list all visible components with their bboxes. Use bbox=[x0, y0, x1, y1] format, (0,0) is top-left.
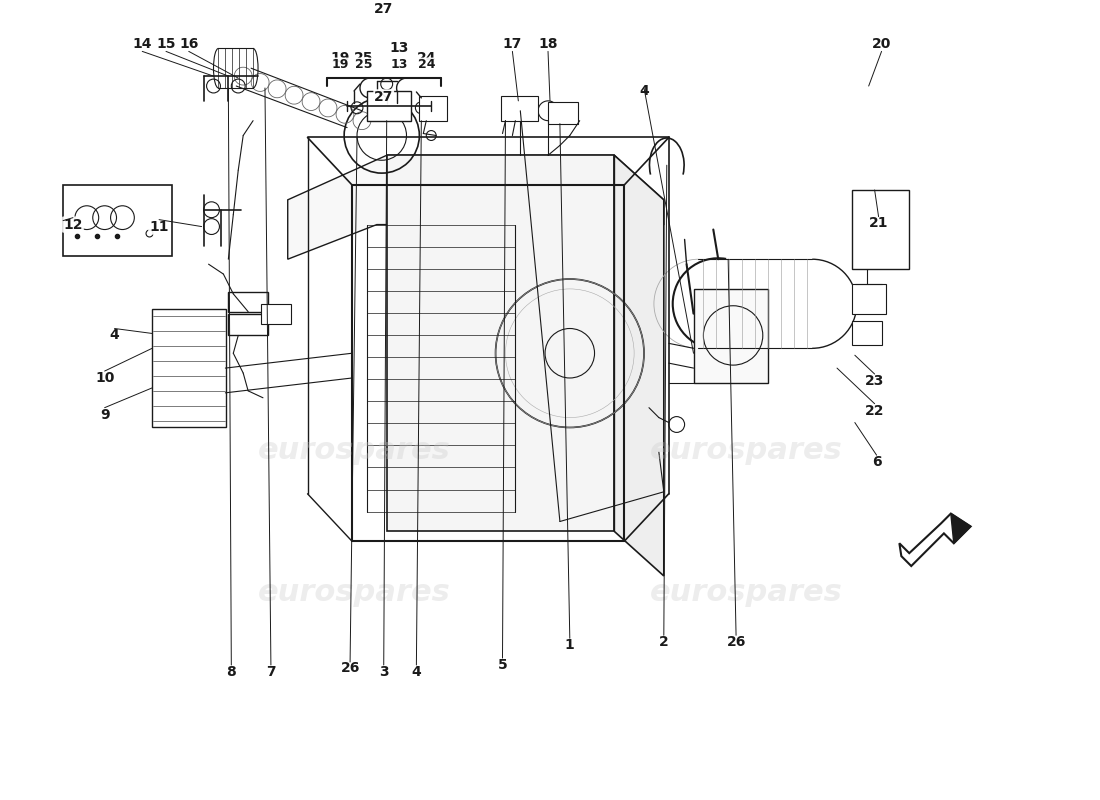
Text: 11: 11 bbox=[150, 219, 168, 234]
Text: 4: 4 bbox=[639, 84, 649, 98]
Text: 5: 5 bbox=[497, 658, 507, 672]
Text: 23: 23 bbox=[865, 374, 884, 388]
Bar bbox=[548, 102, 578, 124]
Polygon shape bbox=[614, 155, 663, 576]
Bar bbox=[500, 96, 538, 121]
Bar bbox=[229, 292, 268, 312]
Text: 13: 13 bbox=[390, 58, 408, 71]
Text: 4: 4 bbox=[110, 329, 120, 342]
Polygon shape bbox=[900, 514, 970, 566]
Text: 6: 6 bbox=[872, 455, 881, 469]
Polygon shape bbox=[950, 514, 970, 543]
Text: 10: 10 bbox=[95, 371, 114, 385]
Bar bbox=[152, 309, 227, 427]
Text: 25: 25 bbox=[354, 51, 374, 66]
Text: 17: 17 bbox=[503, 38, 522, 51]
Bar bbox=[229, 314, 268, 335]
Bar bbox=[261, 304, 290, 323]
Text: 22: 22 bbox=[865, 404, 884, 418]
Text: eurospares: eurospares bbox=[257, 436, 450, 465]
Text: 27: 27 bbox=[374, 90, 394, 104]
Polygon shape bbox=[387, 155, 614, 531]
Text: 13: 13 bbox=[389, 42, 409, 55]
Text: 19: 19 bbox=[331, 58, 349, 71]
Bar bbox=[63, 185, 172, 256]
Text: eurospares: eurospares bbox=[650, 436, 843, 465]
Bar bbox=[851, 321, 881, 346]
Bar bbox=[419, 96, 447, 121]
Bar bbox=[851, 190, 910, 269]
Bar bbox=[367, 91, 411, 121]
Text: 9: 9 bbox=[100, 408, 109, 422]
Text: 16: 16 bbox=[179, 38, 198, 51]
Text: 14: 14 bbox=[132, 38, 152, 51]
Text: eurospares: eurospares bbox=[650, 578, 843, 607]
Text: 27: 27 bbox=[374, 2, 394, 16]
Text: 19: 19 bbox=[330, 51, 350, 66]
Text: 12: 12 bbox=[63, 218, 82, 231]
Text: 26: 26 bbox=[340, 661, 360, 675]
Text: eurospares: eurospares bbox=[257, 578, 450, 607]
Text: 20: 20 bbox=[872, 38, 891, 51]
Text: 3: 3 bbox=[378, 665, 388, 679]
Polygon shape bbox=[288, 155, 663, 259]
Text: 2: 2 bbox=[659, 635, 669, 650]
Text: 24: 24 bbox=[417, 51, 436, 66]
Bar bbox=[851, 284, 887, 314]
Text: 18: 18 bbox=[538, 38, 558, 51]
Text: 8: 8 bbox=[227, 665, 236, 679]
Text: 1: 1 bbox=[565, 638, 574, 652]
Text: 21: 21 bbox=[869, 216, 889, 230]
Text: 7: 7 bbox=[266, 665, 276, 679]
Text: 4: 4 bbox=[411, 665, 421, 679]
Text: 26: 26 bbox=[726, 635, 746, 650]
Text: 15: 15 bbox=[156, 38, 176, 51]
Text: 25: 25 bbox=[355, 58, 373, 71]
Bar bbox=[693, 289, 768, 383]
Text: 24: 24 bbox=[418, 58, 434, 71]
